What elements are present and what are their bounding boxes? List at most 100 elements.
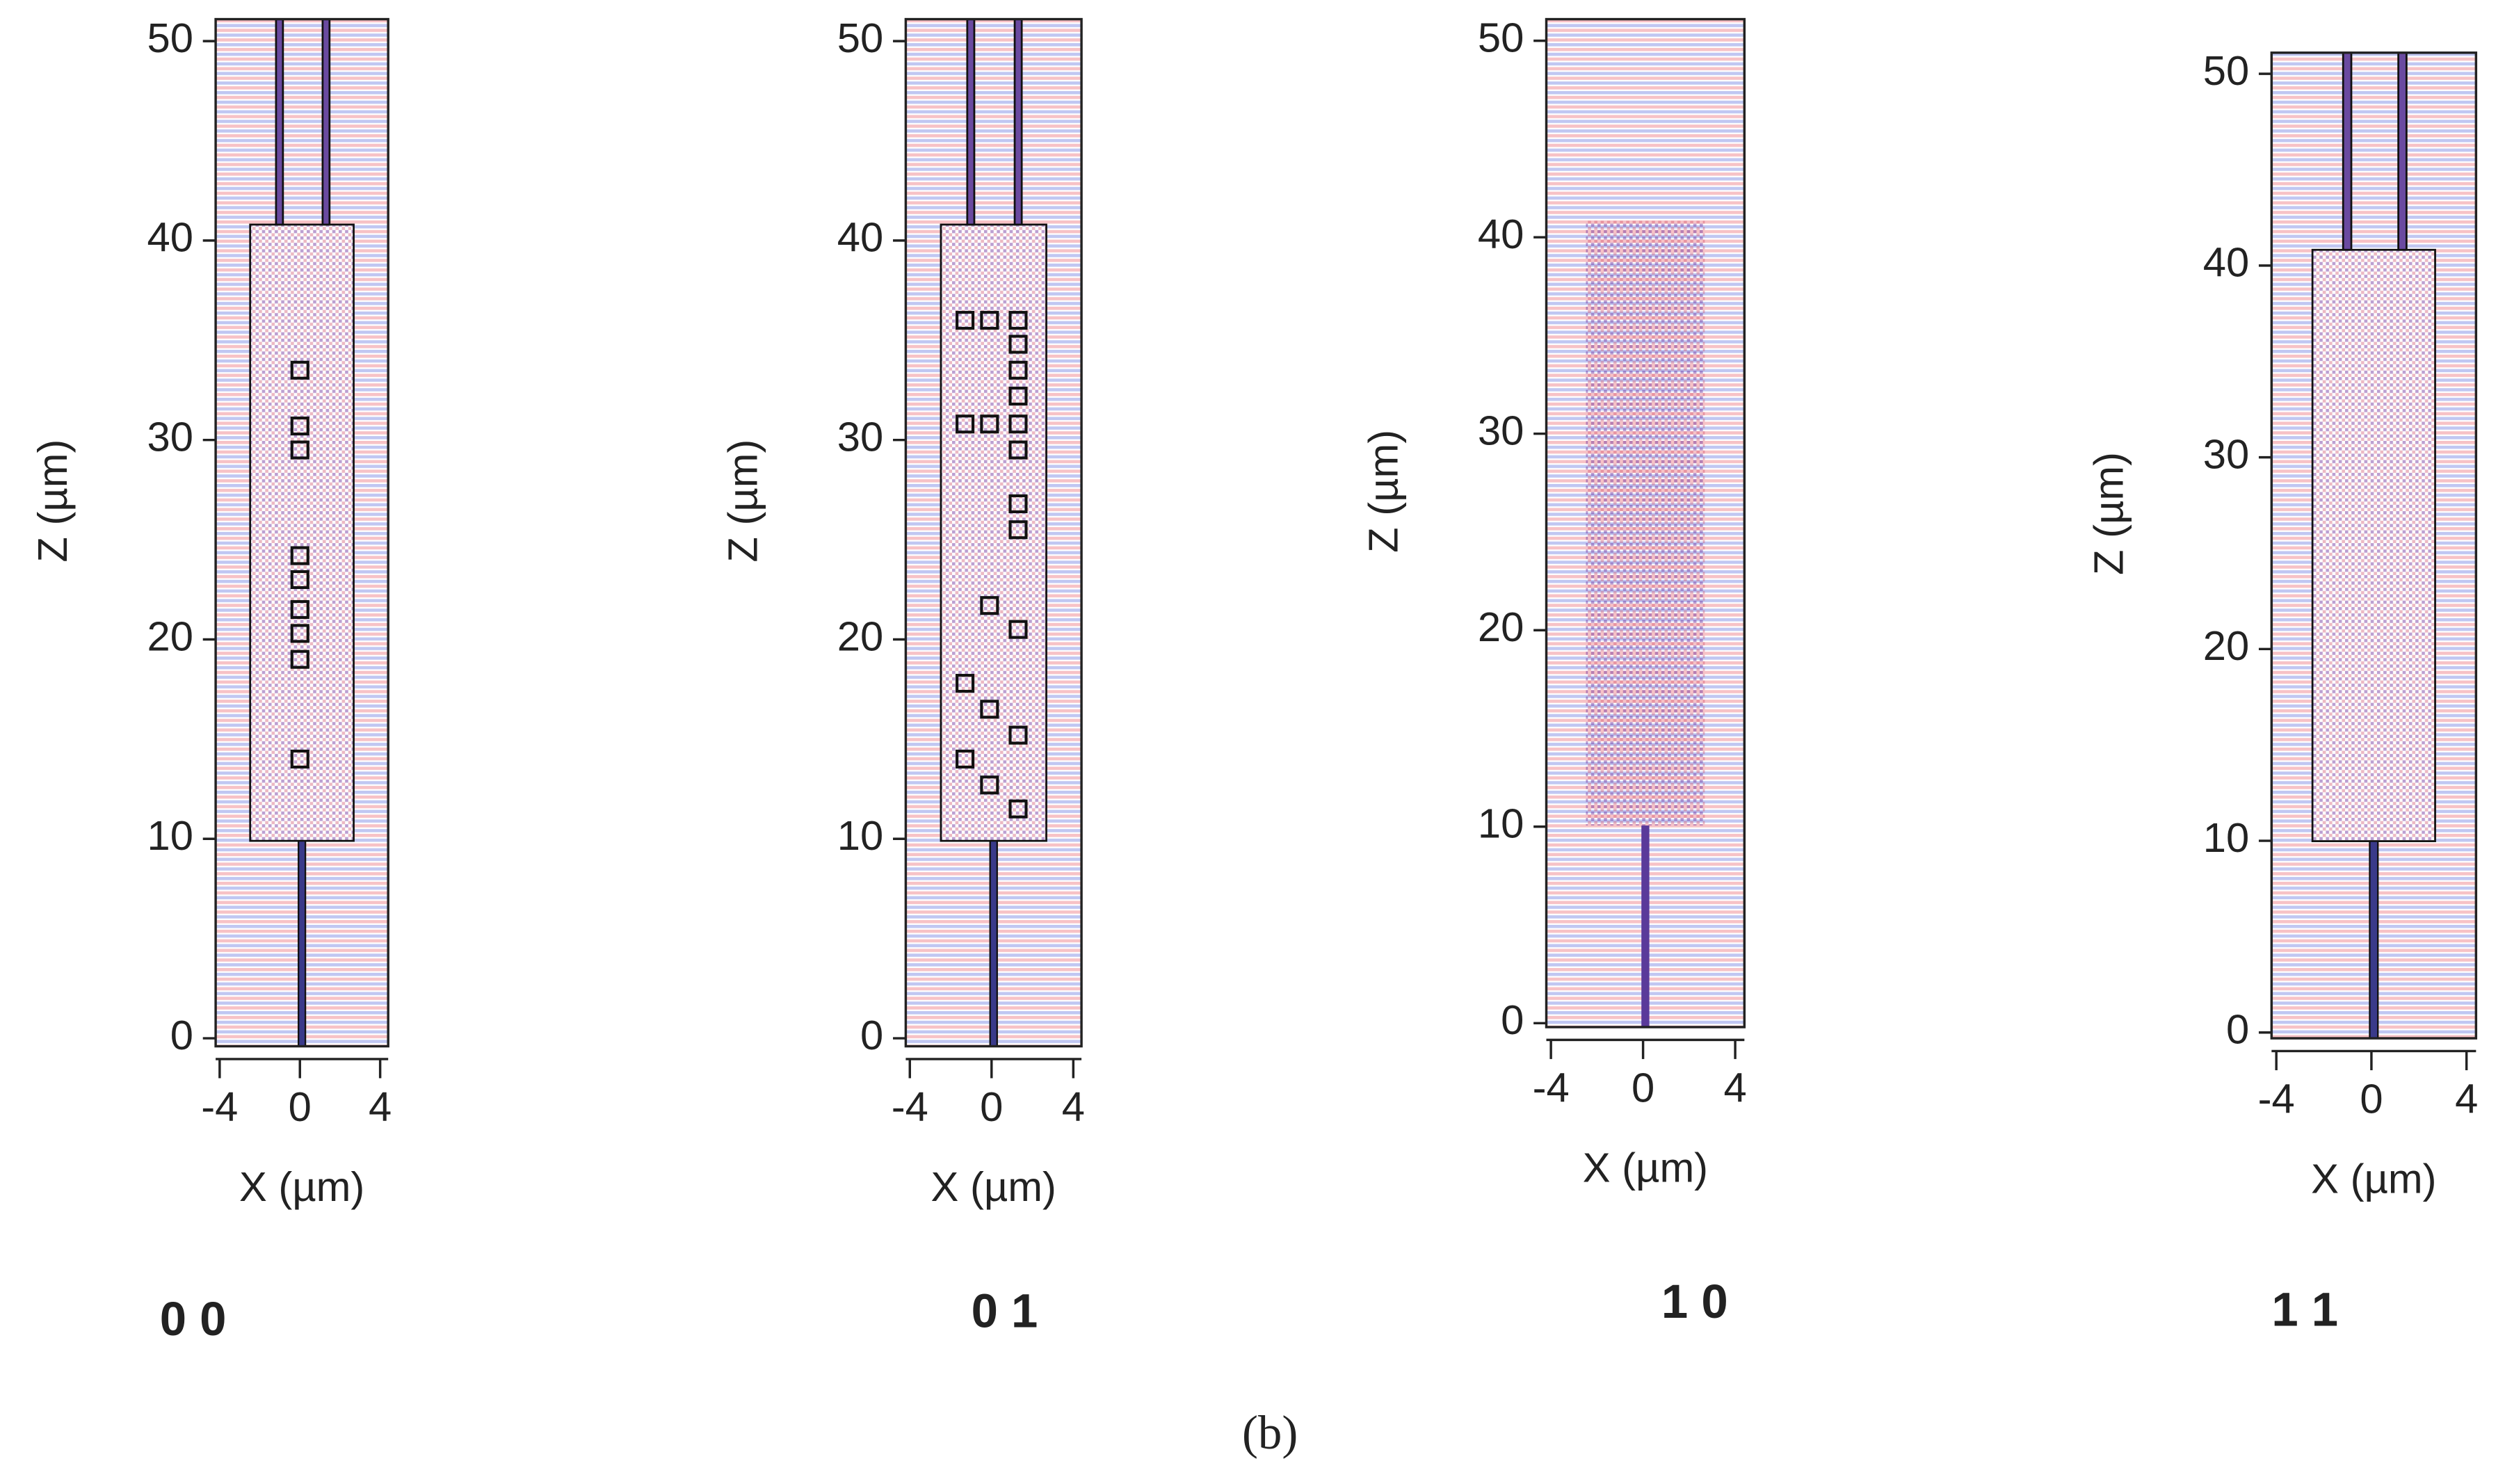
- defect-square: [980, 311, 999, 330]
- x-tick-label: 4: [1062, 1083, 1085, 1130]
- y-tick-label: 50: [147, 15, 193, 61]
- multimode-field: [2311, 248, 2436, 842]
- y-tick-label: 0: [170, 1012, 193, 1058]
- defect-square: [1008, 725, 1028, 745]
- x-axis-label: X (µm): [239, 1163, 364, 1210]
- defect-square: [1008, 387, 1028, 406]
- y-tick-label: 0: [2226, 1006, 2249, 1053]
- plot-frame: [2270, 51, 2478, 1040]
- x-tick-label: 4: [1723, 1065, 1746, 1111]
- panel-label: 0 1: [972, 1284, 1038, 1338]
- x-tick-label: -4: [2258, 1076, 2295, 1122]
- y-tick-label: 50: [837, 15, 883, 61]
- defect-square: [290, 599, 309, 620]
- defect-square: [1008, 494, 1028, 514]
- output-waveguide: [2397, 51, 2408, 251]
- x-tick-label: 0: [980, 1083, 1003, 1130]
- y-axis-label: Z (µm): [719, 439, 766, 563]
- defect-square: [290, 360, 309, 380]
- defect-square: [1008, 440, 1028, 460]
- output-waveguide: [1013, 18, 1023, 226]
- defect-square: [1008, 334, 1028, 354]
- y-tick-label: 10: [1478, 800, 1524, 847]
- caption: (b): [1242, 1406, 1298, 1459]
- defect-square: [290, 650, 309, 669]
- defect-square: [290, 440, 309, 460]
- plot-frame: [904, 17, 1083, 1048]
- input-waveguide: [1641, 825, 1650, 1027]
- input-waveguide: [989, 839, 998, 1047]
- y-tick-label: 10: [837, 812, 883, 859]
- output-waveguide: [321, 18, 331, 226]
- x-tick-label: 0: [1632, 1065, 1654, 1111]
- y-tick-label: 20: [837, 613, 883, 659]
- y-tick-label: 30: [837, 413, 883, 460]
- defect-square: [956, 750, 975, 769]
- defect-square: [290, 624, 309, 643]
- y-axis-label: Z (µm): [29, 439, 76, 563]
- defect-square: [980, 775, 999, 795]
- y-tick-label: 50: [1478, 14, 1524, 61]
- y-tick-label: 0: [1501, 997, 1524, 1043]
- plot-frame: [1545, 17, 1746, 1029]
- input-waveguide: [298, 839, 307, 1047]
- defect-square: [956, 674, 975, 693]
- defect-square: [1008, 520, 1028, 540]
- panel-label: 1 1: [2271, 1282, 2338, 1336]
- y-tick-label: 10: [147, 812, 193, 859]
- defect-square: [1008, 414, 1028, 434]
- output-waveguide: [2342, 51, 2353, 251]
- y-tick-label: 20: [147, 613, 193, 659]
- x-tick-label: -4: [1533, 1065, 1570, 1111]
- defect-square: [1008, 360, 1028, 380]
- panel-label: 0 0: [160, 1292, 227, 1346]
- x-axis-label: X (µm): [1583, 1144, 1708, 1191]
- input-waveguide: [2369, 840, 2379, 1040]
- defect-square: [290, 417, 309, 436]
- defect-square: [956, 414, 975, 434]
- y-tick-label: 30: [1478, 407, 1524, 453]
- y-tick-label: 20: [2203, 622, 2249, 669]
- y-tick-label: 40: [1478, 211, 1524, 257]
- defect-square: [290, 750, 309, 769]
- y-tick-label: 40: [837, 214, 883, 261]
- y-tick-label: 40: [2203, 239, 2249, 286]
- y-axis-label: Z (µm): [1360, 430, 1407, 553]
- x-tick-label: 0: [289, 1083, 312, 1130]
- panel-label: 1 0: [1661, 1275, 1728, 1328]
- y-tick-label: 30: [2203, 430, 2249, 477]
- x-tick-label: 4: [369, 1083, 392, 1130]
- x-axis-label: X (µm): [931, 1163, 1056, 1210]
- x-tick-label: -4: [201, 1083, 238, 1130]
- y-axis-label: Z (µm): [2085, 452, 2132, 575]
- plot-frame: [214, 17, 389, 1048]
- defect-square: [1008, 311, 1028, 330]
- defect-square: [980, 700, 999, 719]
- y-tick-label: 30: [147, 413, 193, 460]
- y-tick-label: 20: [1478, 604, 1524, 650]
- y-tick-label: 10: [2203, 814, 2249, 861]
- defect-square: [290, 570, 309, 589]
- y-tick-label: 50: [2203, 47, 2249, 94]
- defect-square: [290, 546, 309, 565]
- defect-square: [980, 414, 999, 434]
- x-tick-label: 0: [2360, 1076, 2383, 1122]
- y-tick-label: 0: [860, 1012, 883, 1058]
- x-axis-label: X (µm): [2311, 1156, 2436, 1202]
- output-waveguide: [275, 18, 284, 226]
- multimode-field: [249, 223, 355, 842]
- defect-square: [956, 311, 975, 330]
- x-tick-label: -4: [892, 1083, 928, 1130]
- defect-square: [980, 596, 999, 615]
- defect-square: [1008, 799, 1028, 818]
- guided-field: [1586, 220, 1705, 826]
- x-tick-label: 4: [2455, 1076, 2478, 1122]
- y-tick-label: 40: [147, 214, 193, 261]
